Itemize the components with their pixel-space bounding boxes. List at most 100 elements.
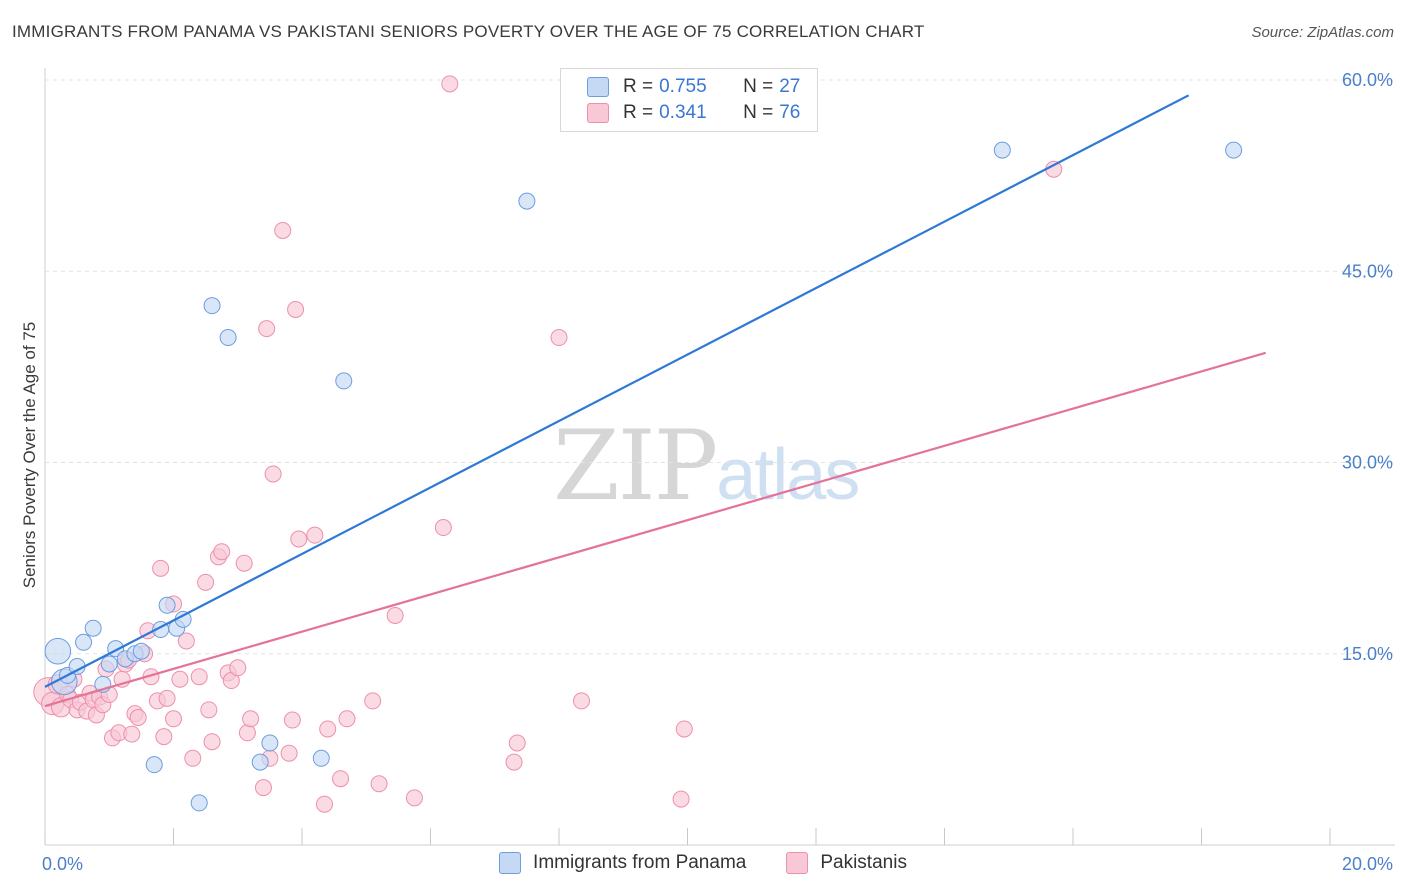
pakistanis-point: [258, 320, 276, 338]
panama-point: [251, 753, 269, 771]
r-label: R =: [623, 76, 654, 97]
pakistanis-point: [264, 465, 282, 483]
n-label: N =: [743, 102, 774, 123]
pakistanis-point: [386, 607, 404, 624]
pakistanis-point: [177, 632, 195, 650]
pakistanis-point: [319, 720, 337, 738]
r-label: R =: [623, 102, 654, 123]
pakistanis-point: [364, 692, 382, 710]
pakistanis-points: [33, 75, 1063, 813]
pakistanis-point: [123, 725, 141, 743]
panama-point: [312, 749, 330, 767]
source-label: Source: ZipAtlas.com: [1251, 24, 1394, 41]
pakistanis-point: [338, 710, 356, 728]
panama-point: [158, 596, 176, 614]
panama-point: [75, 633, 93, 651]
pakistanis-point: [203, 733, 221, 751]
n-value: 27: [779, 76, 801, 97]
panama-point: [132, 642, 150, 660]
pakistanis-legend-swatch: [786, 852, 809, 874]
pakistanis-point: [238, 724, 256, 742]
panama-swatch: [587, 77, 609, 97]
axes: [44, 68, 1395, 846]
pakistanis-point: [158, 689, 176, 707]
legend-label: Immigrants from Panama: [533, 852, 747, 873]
watermark: ZIPatlas: [553, 410, 860, 522]
panama-point: [84, 619, 102, 637]
panama-legend-swatch: [499, 852, 522, 874]
series-legend: Immigrants from Panama Pakistanis: [0, 852, 1406, 874]
pakistanis-point: [242, 710, 260, 728]
pakistanis-point: [505, 753, 523, 771]
x-tick-label: 20.0%: [1342, 854, 1393, 874]
pakistanis-point: [200, 701, 218, 719]
panama-point: [518, 192, 536, 210]
panama-point: [993, 141, 1011, 159]
pakistanis-point: [672, 790, 690, 808]
r-value: 0.341: [659, 102, 707, 123]
pakistanis-point: [675, 720, 693, 738]
watermark-atlas: atlas: [716, 435, 860, 515]
pakistanis-trend-line: [44, 351, 1267, 708]
pakistanis-point: [287, 301, 305, 318]
panama-point: [190, 794, 208, 812]
trend-lines: [44, 94, 1267, 708]
pakistanis-point: [550, 329, 568, 347]
n-value: 76: [779, 102, 801, 123]
panama-point: [203, 297, 221, 315]
pakistanis-point: [332, 770, 350, 788]
panama-point: [145, 756, 163, 774]
pakistanis-point: [184, 749, 202, 767]
pakistanis-point: [254, 779, 272, 797]
pakistanis-point: [235, 554, 253, 572]
r-value: 0.755: [659, 76, 707, 97]
pakistanis-point: [274, 221, 292, 239]
pakistanis-point: [155, 728, 173, 746]
panama-point: [100, 655, 118, 673]
pakistanis-point: [129, 709, 147, 726]
pakistanis-point: [197, 573, 215, 591]
pakistanis-point: [405, 789, 423, 807]
n-label: N =: [743, 76, 774, 97]
y-tick-label: 15.0%: [1342, 644, 1393, 664]
panama-point: [44, 637, 72, 665]
panama-trend-line: [44, 94, 1190, 688]
pakistanis-point: [441, 75, 459, 93]
stats-legend: R = 0.755 N = 27 R = 0.341 N = 76: [560, 68, 818, 132]
pakistanis-point: [1045, 160, 1063, 178]
pakistanis-point: [280, 744, 298, 762]
pakistanis-point: [572, 692, 590, 710]
legend-label: Pakistanis: [820, 852, 907, 873]
pakistanis-point: [315, 795, 333, 813]
tick-labels: 15.0% 30.0% 45.0% 60.0% 0.0% 20.0%: [42, 70, 1393, 874]
legend-item-pakistanis[interactable]: Pakistanis: [786, 852, 907, 874]
pakistanis-point: [165, 710, 182, 728]
pakistanis-point: [190, 668, 208, 686]
panama-point: [335, 372, 353, 390]
pakistanis-point: [370, 775, 388, 793]
pakistanis-point: [152, 559, 170, 577]
pakistanis-point: [229, 659, 247, 677]
watermark-zip: ZIP: [553, 410, 718, 522]
panama-points: [44, 141, 1243, 812]
pakistanis-point: [171, 670, 189, 688]
x-tick-label: 0.0%: [42, 854, 83, 874]
y-tick-label: 45.0%: [1342, 261, 1393, 281]
panama-point: [261, 734, 279, 752]
y-tick-label: 30.0%: [1342, 453, 1393, 473]
chart-title: IMMIGRANTS FROM PANAMA VS PAKISTANI SENI…: [12, 22, 925, 41]
y-tick-label: 60.0%: [1342, 70, 1393, 90]
panama-point: [219, 329, 237, 347]
stats-legend-row-panama: R = 0.755 N = 27: [587, 74, 806, 100]
pakistanis-point: [283, 711, 301, 729]
pakistanis-swatch: [587, 103, 609, 123]
pakistanis-point: [508, 734, 526, 752]
stats-legend-row-pakistanis: R = 0.341 N = 76: [587, 100, 806, 126]
pakistanis-point: [434, 519, 452, 537]
pakistanis-point: [290, 530, 308, 548]
legend-item-panama[interactable]: Immigrants from Panama: [499, 852, 746, 874]
pakistanis-point: [306, 526, 324, 544]
panama-point: [1225, 141, 1243, 159]
pakistanis-point: [213, 543, 231, 561]
